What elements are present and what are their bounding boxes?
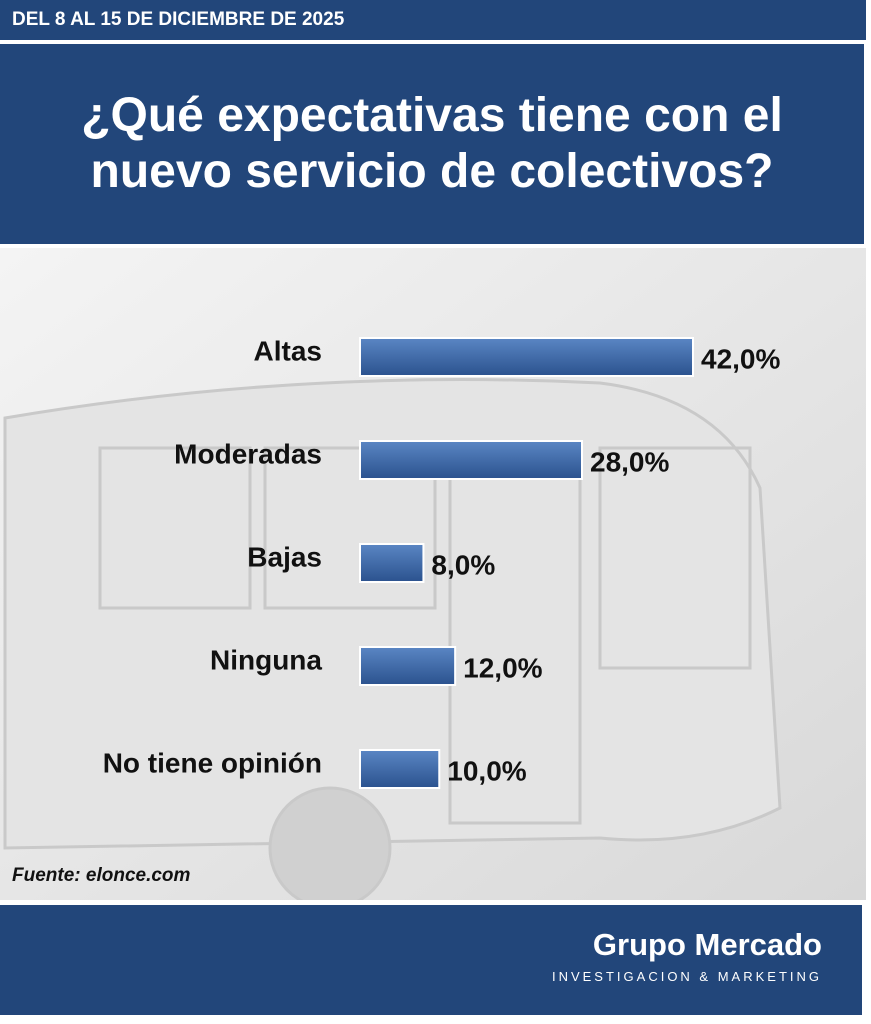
bar (359, 543, 425, 583)
value-label: 8,0% (431, 549, 495, 580)
bar (359, 646, 457, 686)
footer: Grupo Mercado INVESTIGACION & MARKETING (0, 905, 862, 1015)
category-label: Bajas (247, 541, 322, 572)
brand-name: Grupo Mercado (592, 927, 822, 962)
chart: Fuente: elonce.com Altas 42,0% Moderadas 28… (0, 248, 866, 900)
date-banner: DEL 8 AL 15 DE DICIEMBRE DE 2025 (0, 0, 866, 40)
value-label: 12,0% (463, 652, 542, 683)
bar (359, 337, 694, 377)
category-label: No tiene opinión (103, 747, 322, 778)
chart-title: ¿Qué expectativas tiene con el nuevo ser… (81, 89, 783, 198)
category-label: Altas (254, 335, 322, 366)
bus-illustration (3, 378, 782, 900)
source: Fuente: elonce.com (12, 865, 191, 886)
bar (359, 440, 583, 480)
value-label: 10,0% (447, 755, 526, 786)
value-label: 28,0% (590, 446, 669, 477)
value-label: 42,0% (701, 343, 780, 374)
bar (359, 749, 441, 789)
brand-tagline: INVESTIGACION & MARKETING (551, 969, 822, 984)
category-label: Ninguna (210, 644, 322, 675)
title-box: ¿Qué expectativas tiene con el nuevo ser… (0, 44, 864, 244)
category-label: Moderadas (174, 438, 322, 469)
